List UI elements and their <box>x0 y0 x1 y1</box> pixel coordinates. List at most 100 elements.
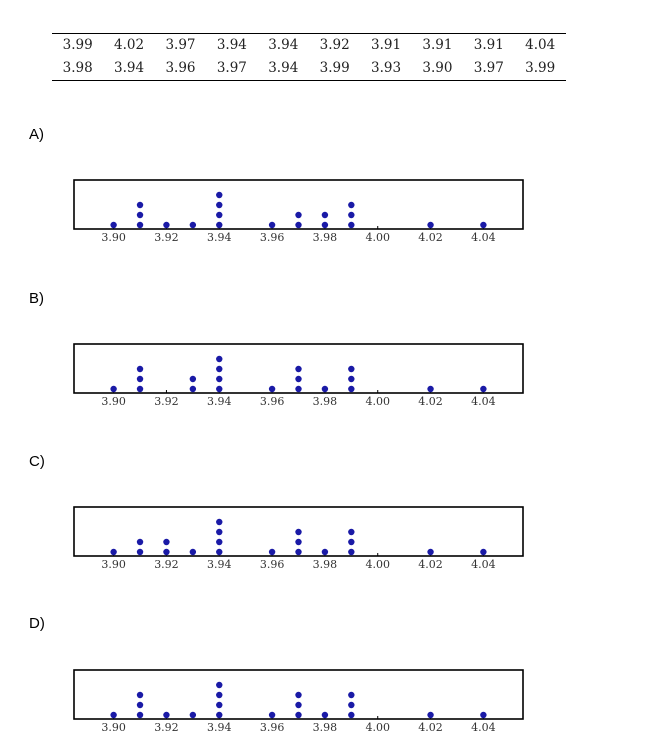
data-dot <box>268 711 276 719</box>
x-tick-label: 3.96 <box>260 721 285 734</box>
data-dot <box>427 385 434 393</box>
data-dot <box>348 711 355 719</box>
data-dot <box>216 528 223 536</box>
x-tick-label: 3.90 <box>101 395 126 408</box>
table-cell: 3.90 <box>422 60 453 76</box>
table-cell: 4.02 <box>114 37 145 53</box>
data-dot <box>189 548 197 556</box>
data-dot <box>163 538 170 546</box>
x-tick-label: 4.04 <box>471 721 496 734</box>
data-dot <box>427 711 434 719</box>
data-table: 3.99 4.02 3.97 3.94 3.94 3.92 3.91 3.91 3.91 4.04… <box>52 33 566 81</box>
option-b-label[interactable]: B) <box>29 290 44 307</box>
data-dot <box>136 701 144 709</box>
data-dot <box>295 548 302 556</box>
data-dot <box>480 221 487 229</box>
data-dot <box>348 221 355 229</box>
data-dot <box>295 385 302 393</box>
data-dot <box>136 201 144 209</box>
x-tick-label: 3.94 <box>207 558 232 571</box>
data-dot <box>295 528 302 536</box>
data-dot <box>216 191 223 199</box>
x-tick-label: 3.92 <box>154 558 179 571</box>
data-dot <box>136 711 144 719</box>
table-cell: 3.99 <box>525 60 556 76</box>
x-tick-label: 3.90 <box>101 558 126 571</box>
x-tick-label: 3.94 <box>207 231 232 244</box>
data-dot <box>268 385 276 393</box>
table-cell: 3.97 <box>473 60 504 76</box>
x-tick-label: 3.90 <box>101 231 126 244</box>
data-dot <box>427 548 434 556</box>
data-dot <box>480 711 487 719</box>
data-dot <box>268 221 276 229</box>
table-cell: 3.99 <box>319 60 350 76</box>
data-dot <box>348 538 355 546</box>
table-cell: 3.97 <box>216 60 247 76</box>
data-dot <box>295 711 302 719</box>
option-d-label[interactable]: D) <box>29 615 45 632</box>
data-dot <box>321 221 329 229</box>
data-dot <box>348 201 355 209</box>
data-dot <box>348 691 355 699</box>
x-tick-label: 4.00 <box>365 395 390 408</box>
data-dot <box>348 211 355 219</box>
table-cell: 3.91 <box>371 37 402 53</box>
x-tick-label: 3.92 <box>154 395 179 408</box>
data-dot <box>216 355 223 363</box>
x-tick-label: 3.96 <box>260 558 285 571</box>
data-dot <box>295 538 302 546</box>
data-dot <box>216 548 223 556</box>
data-dot <box>216 691 223 699</box>
data-dot <box>216 711 223 719</box>
table-cell: 3.94 <box>216 37 247 53</box>
data-dot <box>216 681 223 689</box>
data-dot <box>216 538 223 546</box>
data-dot <box>189 375 197 383</box>
table-cell: 3.92 <box>319 37 350 53</box>
dot-plot-d: 3.90 3.92 3.94 3.96 3.98 4.00 4.02 4.04 <box>73 669 524 734</box>
data-dot <box>136 365 144 373</box>
data-dot <box>136 375 144 383</box>
data-dot <box>136 221 144 229</box>
table-cell: 3.94 <box>114 60 145 76</box>
data-dot <box>216 201 223 209</box>
table-row: 3.99 4.02 3.97 3.94 3.94 3.92 3.91 3.91 3.91 4.04 <box>52 34 566 58</box>
x-tick-label: 4.02 <box>418 558 443 571</box>
x-tick-label: 3.98 <box>313 395 338 408</box>
data-dot <box>136 538 144 546</box>
table-cell: 4.04 <box>525 37 556 53</box>
x-tick-label: 3.96 <box>260 231 285 244</box>
data-dot <box>348 701 355 709</box>
x-tick-label: 3.94 <box>207 395 232 408</box>
plot-frame <box>73 506 524 557</box>
data-dot <box>427 221 434 229</box>
data-dot <box>321 711 329 719</box>
data-dot <box>110 711 117 719</box>
data-dot <box>216 701 223 709</box>
x-tick-label: 3.92 <box>154 231 179 244</box>
data-dot <box>216 221 223 229</box>
table-row: 3.98 3.94 3.96 3.97 3.94 3.99 3.93 3.90 3.97 3.99 <box>52 57 566 81</box>
data-dot <box>348 375 355 383</box>
x-tick-label: 3.94 <box>207 721 232 734</box>
dot-plot-b: 3.90 3.92 3.94 3.96 3.98 4.00 4.02 4.04 <box>73 343 524 408</box>
data-dot <box>189 385 197 393</box>
data-dot <box>480 385 487 393</box>
table-cell: 3.91 <box>473 37 504 53</box>
table-cell: 3.96 <box>165 60 196 76</box>
x-tick-label: 4.00 <box>365 558 390 571</box>
data-dot <box>136 385 144 393</box>
option-a-label[interactable]: A) <box>29 126 44 143</box>
data-dot <box>321 211 329 219</box>
data-dot <box>189 711 197 719</box>
table-body: 3.99 4.02 3.97 3.94 3.94 3.92 3.91 3.91 3.91 4.04… <box>52 34 566 81</box>
data-dot <box>216 365 223 373</box>
data-dot <box>216 211 223 219</box>
data-dot <box>321 385 329 393</box>
data-dot <box>110 548 117 556</box>
option-c-label[interactable]: C) <box>29 453 45 470</box>
data-dot <box>348 365 355 373</box>
table-cell: 3.97 <box>165 37 196 53</box>
x-tick-label: 4.02 <box>418 395 443 408</box>
